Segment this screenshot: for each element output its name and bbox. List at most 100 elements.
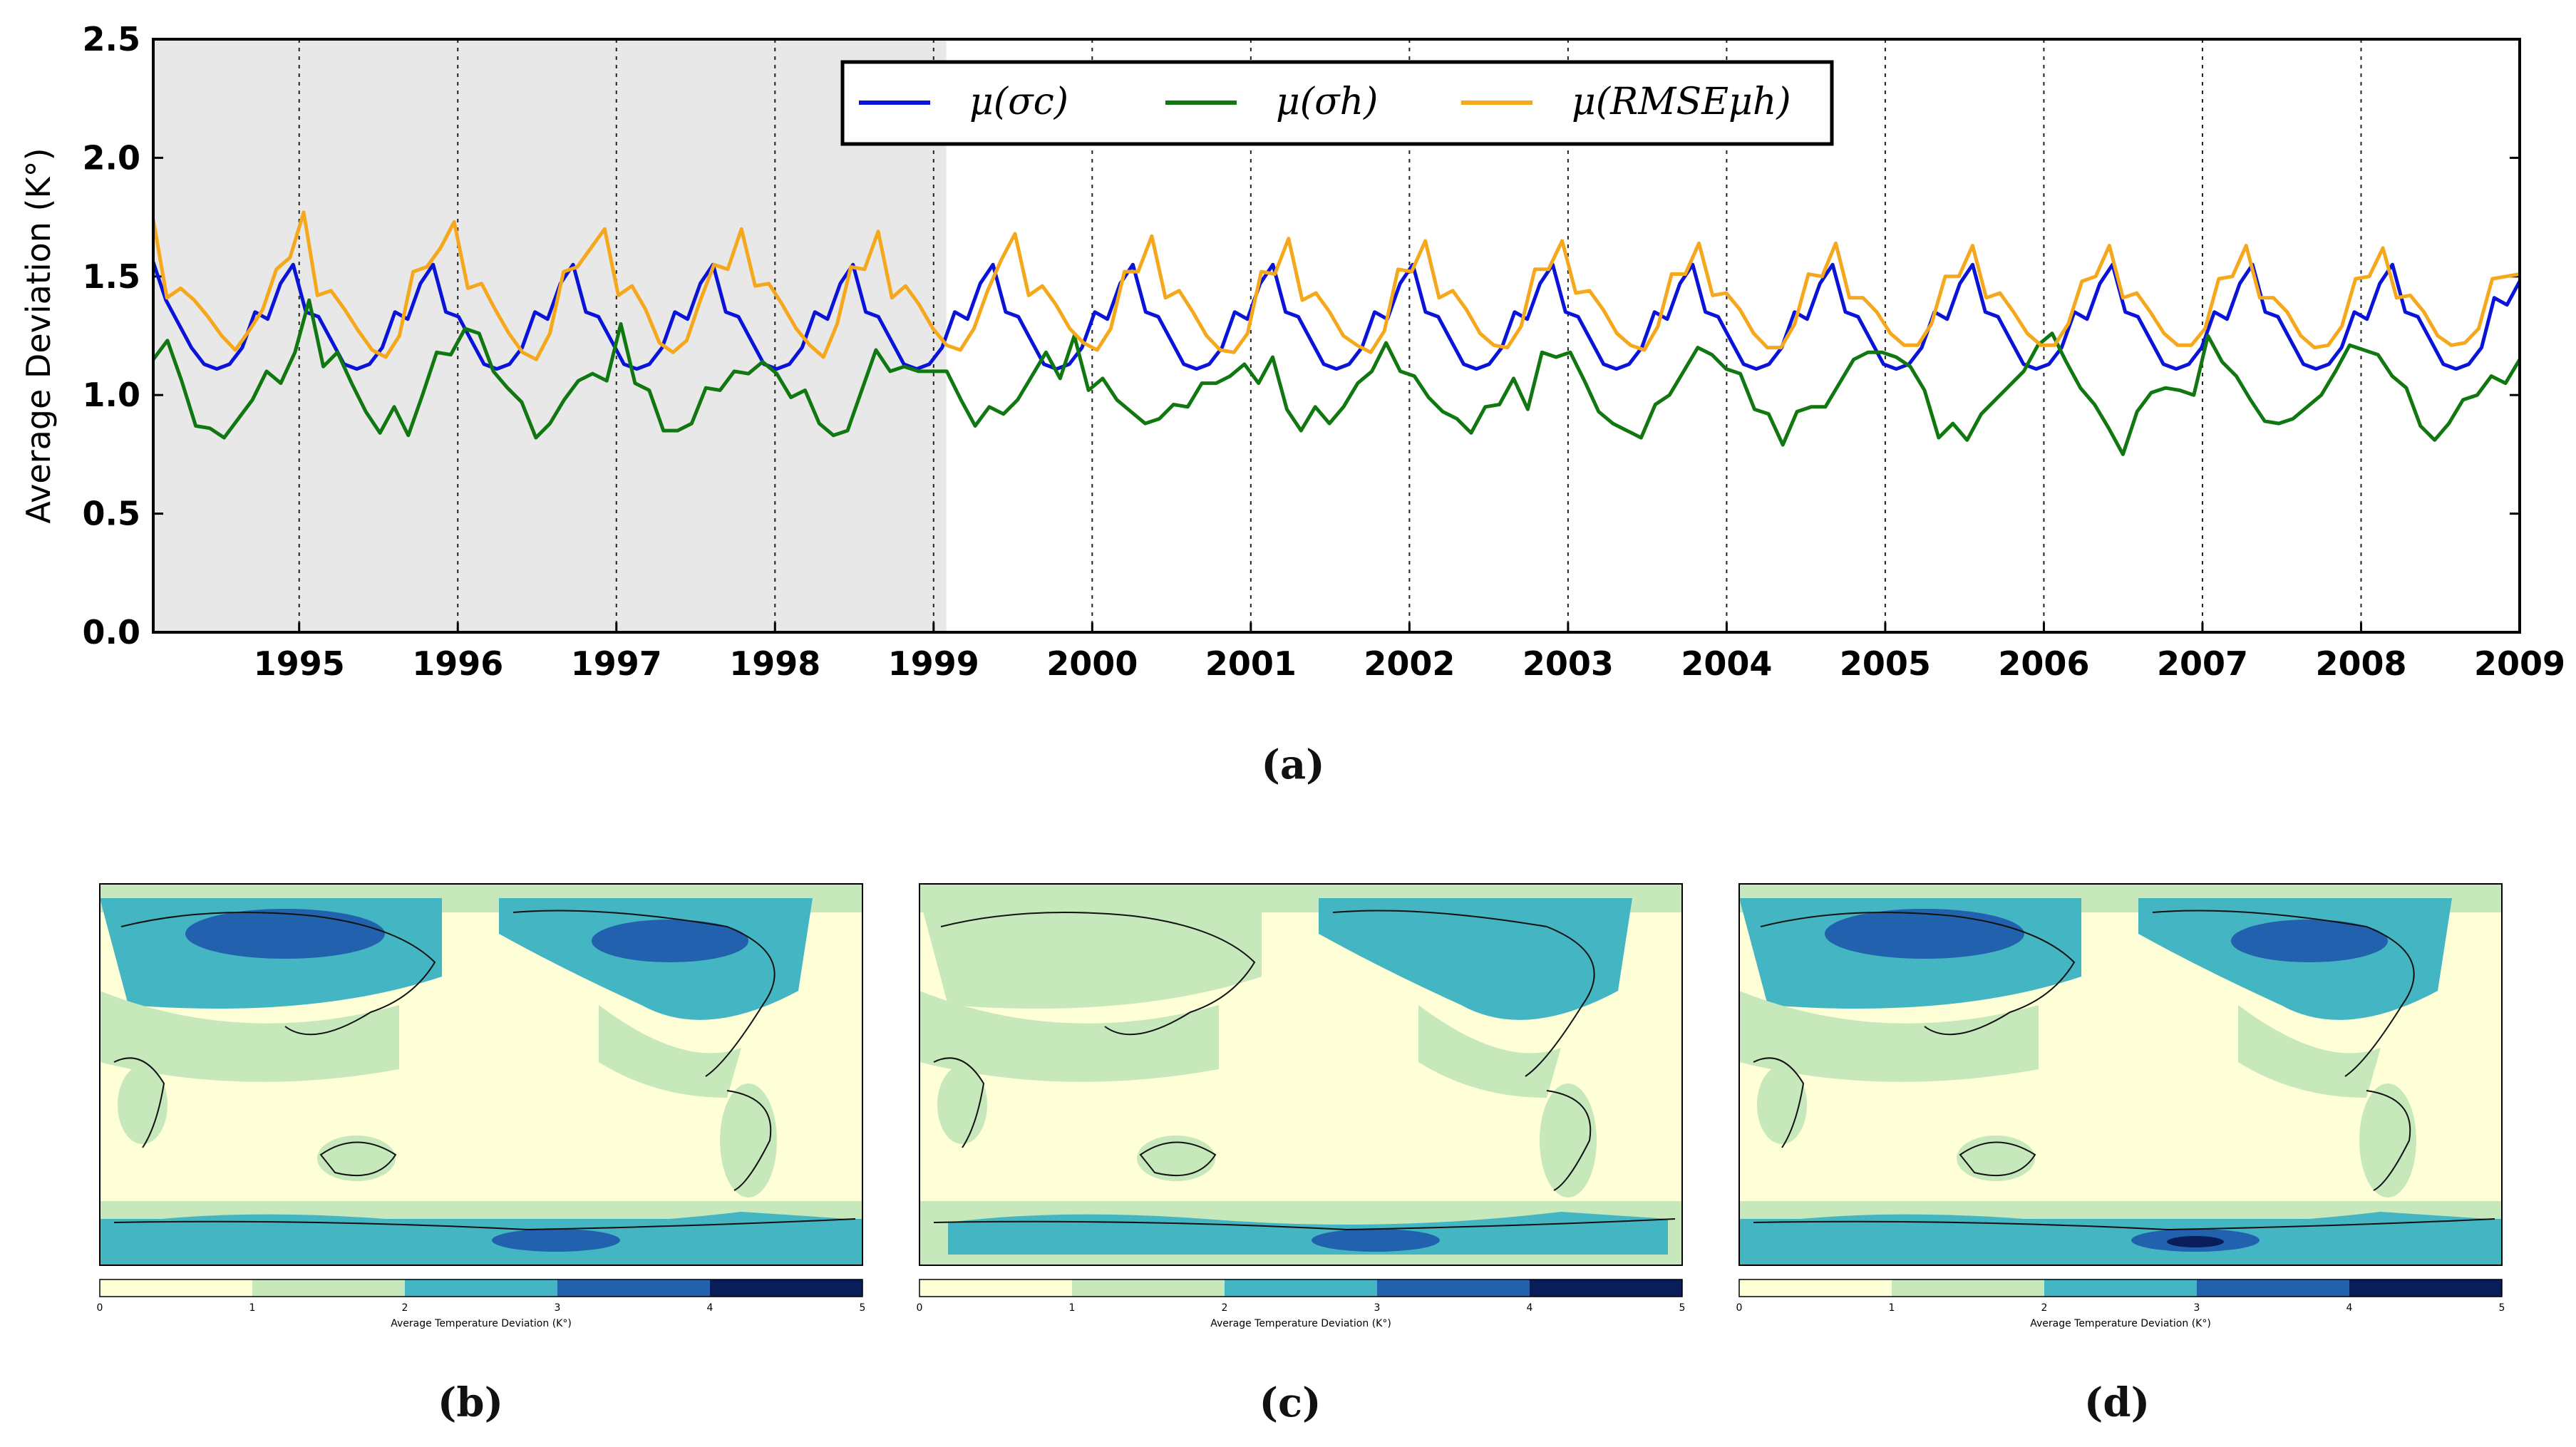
usa-mid-latitude (1418, 1005, 1561, 1098)
coastline (1332, 910, 1595, 1077)
colorbar-segment (1739, 1279, 1892, 1297)
colorbar-segment (557, 1279, 710, 1297)
x-tick-label: 1999 (888, 644, 979, 683)
canada-peak (2231, 920, 2388, 962)
x-tick-label: 1998 (729, 644, 820, 683)
north-america-high-deviation (1319, 898, 1632, 1020)
legend-entry-1: μ(σh) (1276, 81, 1378, 123)
coastline (940, 912, 1256, 1036)
coastline (2152, 910, 2415, 1077)
coastline (726, 1090, 772, 1191)
south-america-region (1540, 1083, 1597, 1198)
colorbar: 0 1 2 3 4 5 Average Temperature Deviation (K°) (917, 1279, 1686, 1329)
colorbar-tick-label: 2 (2041, 1302, 2048, 1314)
africa-region (118, 1066, 168, 1144)
siberia-peak (185, 909, 385, 959)
coastline (1959, 1141, 2036, 1177)
x-tick-label: 2000 (1046, 644, 1138, 683)
south-america-region (2359, 1083, 2416, 1198)
legend-entry-2: μ(RMSEμh) (1572, 81, 1791, 123)
colorbar-frame (919, 1279, 1683, 1297)
series-line-2 (151, 210, 2520, 361)
x-tick-label: 2003 (1523, 644, 1614, 683)
colorbar-tick-label: 5 (1679, 1302, 1686, 1314)
legend: μ(σc) μ(σh) μ(RMSEμh) (840, 60, 1834, 146)
colorbar-tick-label: 4 (1527, 1302, 1533, 1314)
colorbar-segment (2044, 1279, 2197, 1297)
colorbar-segment (2349, 1279, 2502, 1297)
colorbar-tick-label: 5 (860, 1302, 866, 1314)
asia-mid-latitude (919, 991, 1219, 1082)
x-tick-label: 1995 (254, 644, 345, 683)
x-tick-label: 2005 (1840, 644, 1931, 683)
eurasia-high-deviation (919, 898, 1262, 1009)
map-panel-b: 0 1 2 3 4 5 Average Temperature Deviation (K°) (86, 877, 877, 1333)
coastline (933, 1057, 985, 1148)
colorbar-segment (252, 1279, 405, 1297)
caption-b: (b) (437, 1379, 504, 1426)
colorbar-tick-label: 3 (2194, 1302, 2200, 1314)
antarctic-peak (492, 1229, 620, 1252)
colorbar-tick-label: 1 (249, 1302, 256, 1314)
map-panel-c: 0 1 2 3 4 5 Average Temperature Deviation (K°) (905, 877, 1696, 1333)
antarctic-max (2167, 1236, 2224, 1247)
x-tick-label: 2007 (2157, 644, 2248, 683)
x-tick-label: 2008 (2315, 644, 2406, 683)
map-frame (99, 883, 863, 1266)
asia-mid-latitude (1739, 991, 2039, 1082)
colorbar-tick-label: 0 (1736, 1302, 1743, 1314)
australia-region (1137, 1136, 1215, 1181)
colorbar-segment (100, 1279, 252, 1297)
colorbar-tick-label: 5 (2499, 1302, 2505, 1314)
map-frame (919, 883, 1683, 1266)
africa-region (937, 1066, 987, 1144)
deviation-map-b: 0 1 2 3 4 5 Average Temperature Deviation (K°) (97, 883, 866, 1329)
coastline (319, 1141, 397, 1177)
caption-a: (a) (1261, 741, 1325, 788)
caption-c: (c) (1259, 1379, 1322, 1426)
x-tick-label: 1997 (571, 644, 662, 683)
coastline (1753, 1218, 2495, 1231)
colorbar-label: Average Temperature Deviation (K°) (1210, 1318, 1391, 1329)
colorbar-label: Average Temperature Deviation (K°) (2030, 1318, 2211, 1329)
map-frame (1738, 883, 2503, 1266)
coastline (1139, 1141, 1217, 1177)
y-tick-label: 0.5 (83, 495, 141, 533)
y-tick-label: 2.5 (83, 20, 141, 58)
antarctic-peak (1312, 1229, 1440, 1252)
australia-region (1957, 1136, 2035, 1181)
colorbar-tick-label: 4 (707, 1302, 713, 1314)
coastline (1760, 912, 2076, 1036)
deviation-map-d: 0 1 2 3 4 5 Average Temperature Deviation (K°) (1736, 883, 2505, 1329)
colorbar-segment (919, 1279, 1072, 1297)
coastline (1546, 1090, 1592, 1191)
x-tick-label: 1996 (412, 644, 503, 683)
africa-region (1757, 1066, 1807, 1144)
x-tick-label: 2006 (1998, 644, 2089, 683)
y-tick-label: 1.5 (83, 257, 141, 296)
usa-mid-latitude (599, 1005, 741, 1098)
deviation-line-chart: 1995 1996 1997 1998 1999 2000 2001 2002 2003 2004… (19, 20, 2565, 683)
colorbar-tick-label: 1 (1889, 1302, 1895, 1314)
coastline (120, 912, 436, 1036)
coastline (2366, 1090, 2411, 1191)
plot-frame (152, 38, 2521, 634)
colorbar-tick-label: 1 (1069, 1302, 1076, 1314)
colorbar-segment (1377, 1279, 1530, 1297)
caption-d: (d) (2083, 1379, 2150, 1426)
colorbar-tick-label: 4 (2346, 1302, 2353, 1314)
colorbar-frame (1738, 1279, 2503, 1297)
australia-region (317, 1136, 396, 1181)
coastline (1753, 1057, 1805, 1148)
colorbar-tick-label: 3 (555, 1302, 561, 1314)
map-area (1738, 883, 2503, 1266)
y-axis-label: Average Deviation (K°) (19, 148, 58, 523)
map-area (919, 883, 1683, 1266)
x-tick-label: 2004 (1681, 644, 1772, 683)
y-tick-label: 2.0 (83, 138, 141, 177)
x-tick-label: 2009 (2474, 644, 2565, 683)
y-tick-label: 1.0 (83, 376, 141, 414)
map-panel-d: 0 1 2 3 4 5 Average Temperature Deviation (K°) (1725, 877, 2516, 1333)
south-america-region (720, 1083, 777, 1198)
coastline (933, 1218, 1676, 1231)
